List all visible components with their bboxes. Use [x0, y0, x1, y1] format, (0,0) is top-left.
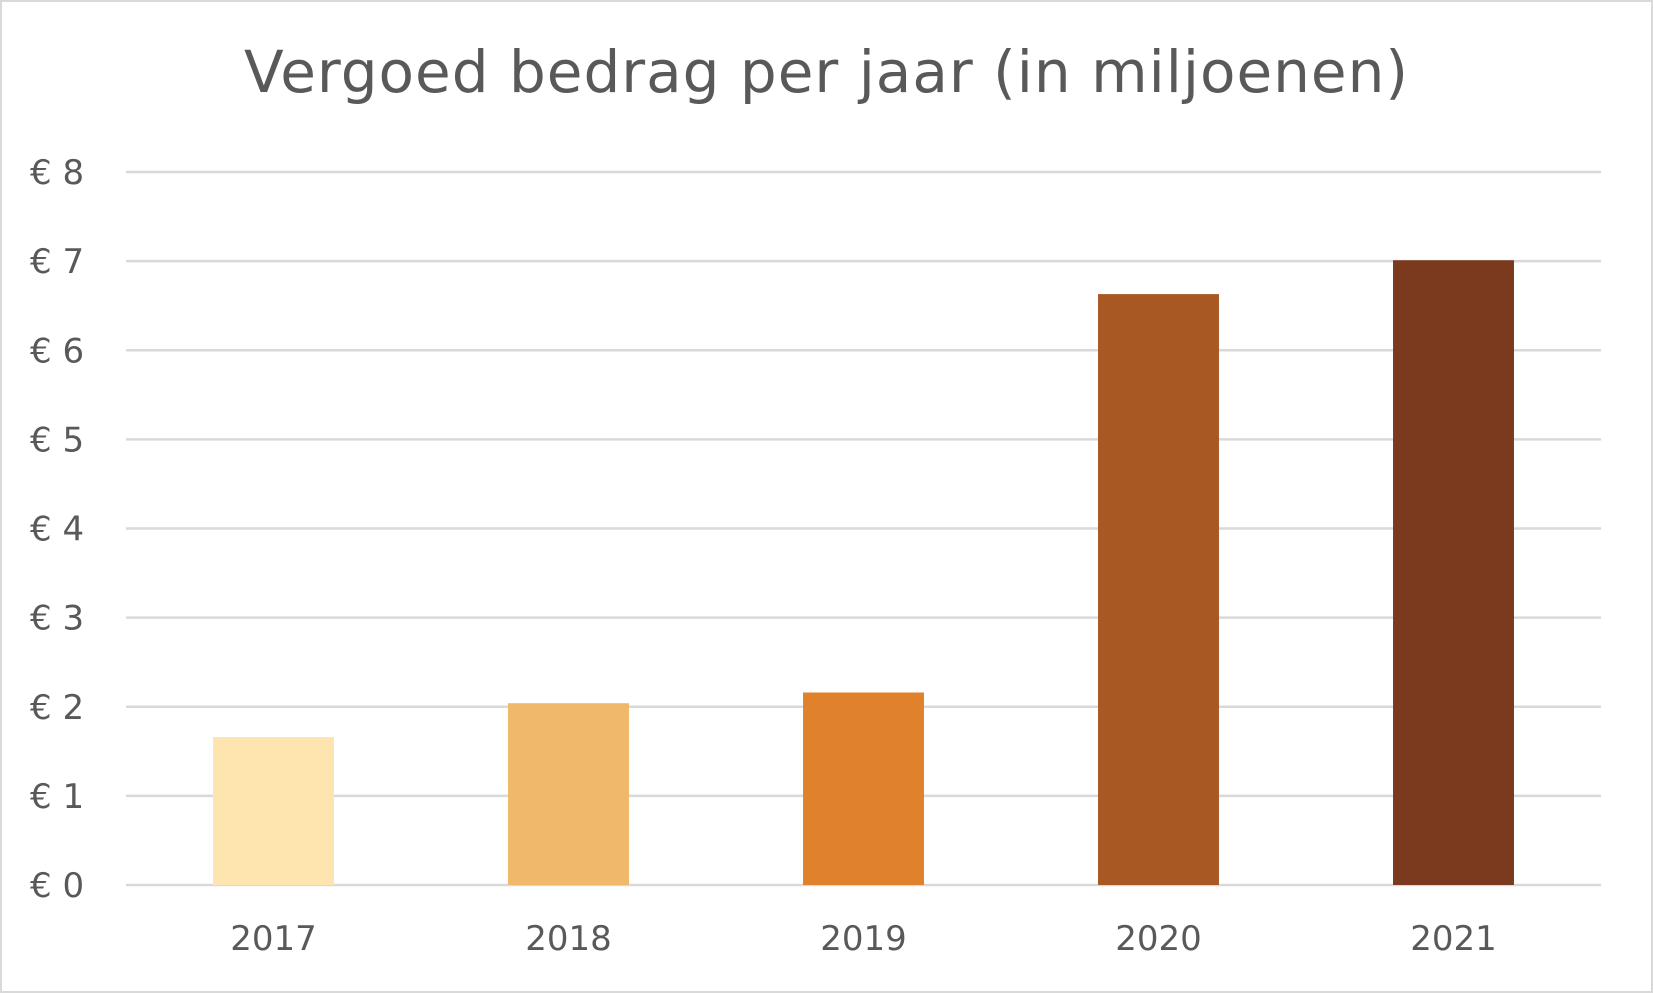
y-tick-label: € 8 [30, 153, 84, 193]
y-tick-label: € 4 [30, 510, 84, 550]
x-tick-label: 2021 [1410, 919, 1497, 959]
y-tick-label: € 7 [30, 242, 84, 282]
bar-2020 [1098, 294, 1219, 885]
x-tick-label: 2017 [230, 919, 317, 959]
chart-title: Vergoed bedrag per jaar (in miljoenen) [244, 38, 1409, 106]
y-tick-label: € 6 [30, 331, 84, 371]
bar-2018 [508, 703, 629, 885]
bar-2017 [213, 737, 334, 885]
x-tick-label: 2020 [1115, 919, 1202, 959]
y-tick-label: € 2 [30, 688, 84, 728]
x-tick-label: 2018 [525, 919, 612, 959]
x-tick-label: 2019 [820, 919, 907, 959]
y-tick-label: € 0 [30, 866, 84, 906]
bar-2021 [1393, 260, 1514, 885]
y-tick-label: € 5 [30, 420, 84, 460]
y-tick-label: € 3 [30, 599, 84, 639]
y-tick-label: € 1 [30, 777, 84, 817]
bar-2019 [803, 692, 924, 885]
